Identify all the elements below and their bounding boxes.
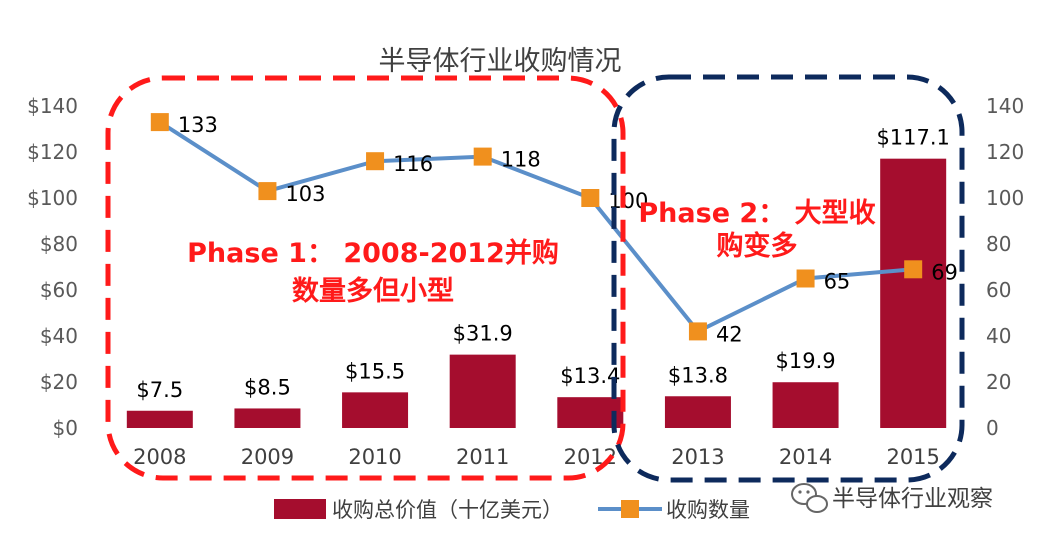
line-marker [688, 322, 707, 341]
line-value-label: 118 [501, 148, 541, 172]
bar [449, 354, 516, 428]
legend: 收购总价值（十亿美元） 收购数量 [274, 498, 750, 522]
watermark: 半导体行业观察 [791, 483, 993, 513]
watermark-text: 半导体行业观察 [832, 486, 993, 512]
legend-bar-label: 收购总价值（十亿美元） [332, 498, 563, 522]
x-tick-label: 2014 [779, 445, 832, 469]
left-tick-label: $0 [53, 416, 78, 440]
x-tick-label: 2009 [241, 445, 294, 469]
x-tick-label: 2011 [456, 445, 509, 469]
phase1-label-line1: Phase 1： 2008-2012并购 [187, 237, 559, 269]
bar-value-label: $117.1 [876, 126, 949, 150]
bar-value-label: $13.4 [560, 364, 620, 388]
left-tick-label: $120 [27, 140, 78, 164]
right-axis: 0 20 40 60 80 100 120 140 [986, 94, 1024, 440]
bar-value-label: $8.5 [244, 375, 291, 399]
bar [126, 410, 193, 428]
legend-marker-swatch [621, 500, 639, 518]
right-tick-label: 20 [986, 370, 1011, 394]
left-tick-label: $140 [27, 94, 78, 118]
bar-value-label: $7.5 [136, 378, 183, 402]
bar [234, 408, 301, 428]
phase2-box [611, 74, 965, 483]
x-tick-label: 2013 [671, 445, 724, 469]
left-axis: $0 $20 $40 $60 $80 $100 $120 $140 [27, 94, 78, 440]
phase1-box [105, 75, 626, 481]
left-tick-label: $60 [40, 278, 78, 302]
line-series [150, 113, 923, 341]
right-tick-label: 140 [986, 94, 1024, 118]
line-marker [904, 260, 923, 279]
line-marker [581, 189, 600, 207]
bar-data-labels: $7.5 $8.5 $15.5 $31.9 $13.4 $13.8 $19.9 $117.1 [136, 126, 950, 402]
left-tick-label: $20 [40, 370, 78, 394]
right-tick-label: 100 [986, 186, 1024, 210]
bar-value-label: $19.9 [776, 349, 836, 373]
line-marker [796, 269, 815, 288]
x-axis: 2008 2009 2010 2011 2012 2013 2014 2015 [133, 445, 940, 469]
phase2-label-line1: Phase 2： 大型收 [638, 198, 875, 229]
left-tick-label: $100 [27, 186, 78, 210]
left-tick-label: $80 [40, 232, 78, 256]
line-marker [366, 152, 385, 171]
bar [342, 392, 409, 428]
bar-value-label: $13.8 [668, 363, 728, 387]
legend-bar-swatch [274, 499, 326, 519]
bar-value-label: $31.9 [453, 322, 513, 346]
chart-title: 半导体行业收购情况 [379, 46, 622, 77]
line-path [158, 120, 914, 334]
line-value-label: 116 [393, 152, 433, 176]
line-marker [258, 182, 277, 201]
line-value-label: 133 [178, 113, 218, 137]
phase1-label-line2: 数量多但小型 [292, 276, 454, 307]
phase2-label-line2: 购变多 [717, 230, 798, 262]
bar-value-label: $15.5 [345, 359, 405, 383]
left-tick-label: $40 [40, 324, 78, 348]
line-value-label: 42 [716, 322, 743, 346]
bar [880, 158, 947, 429]
bar [772, 382, 839, 428]
line-value-label: 65 [824, 270, 851, 294]
line-value-label: 69 [931, 260, 958, 284]
right-tick-label: 0 [986, 416, 999, 440]
right-tick-label: 120 [986, 140, 1024, 164]
right-tick-label: 60 [986, 278, 1011, 302]
line-marker [473, 147, 492, 166]
right-tick-label: 40 [986, 324, 1011, 348]
legend-line-label: 收购数量 [666, 498, 750, 522]
x-tick-label: 2010 [348, 445, 401, 469]
x-tick-label: 2015 [886, 445, 939, 469]
line-marker [150, 113, 169, 132]
bar [664, 396, 731, 428]
line-value-label: 103 [285, 182, 325, 206]
bars-series [126, 158, 947, 429]
wechat-icon [791, 483, 828, 513]
right-tick-label: 80 [986, 232, 1011, 256]
x-tick-label: 2008 [133, 445, 186, 469]
